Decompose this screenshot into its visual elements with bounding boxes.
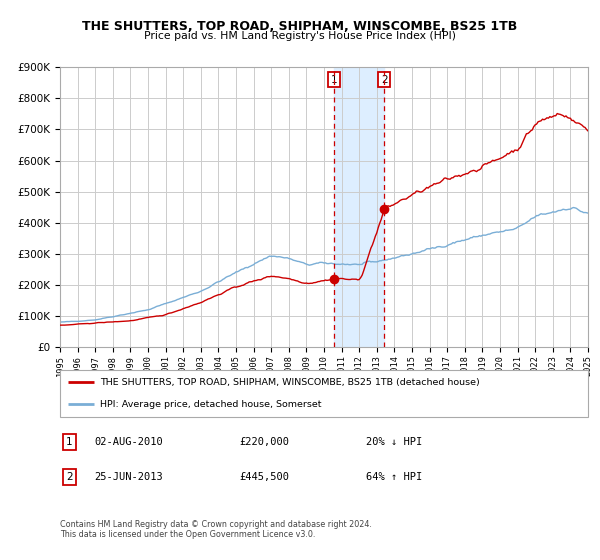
Text: Price paid vs. HM Land Registry's House Price Index (HPI): Price paid vs. HM Land Registry's House … (144, 31, 456, 41)
Text: THE SHUTTERS, TOP ROAD, SHIPHAM, WINSCOMBE, BS25 1TB: THE SHUTTERS, TOP ROAD, SHIPHAM, WINSCOM… (82, 20, 518, 32)
FancyBboxPatch shape (60, 370, 588, 417)
Text: 2: 2 (66, 472, 73, 482)
Text: HPI: Average price, detached house, Somerset: HPI: Average price, detached house, Some… (100, 400, 321, 409)
Text: £445,500: £445,500 (239, 472, 290, 482)
Text: 2: 2 (381, 75, 388, 85)
Text: 1: 1 (331, 75, 338, 85)
Bar (334, 67, 384, 347)
Text: THE SHUTTERS, TOP ROAD, SHIPHAM, WINSCOMBE, BS25 1TB (detached house): THE SHUTTERS, TOP ROAD, SHIPHAM, WINSCOM… (100, 378, 479, 387)
Text: Contains HM Land Registry data © Crown copyright and database right 2024.
This d: Contains HM Land Registry data © Crown c… (60, 520, 372, 539)
Text: £220,000: £220,000 (239, 437, 290, 447)
Text: 1: 1 (66, 437, 73, 447)
Text: 64% ↑ HPI: 64% ↑ HPI (366, 472, 422, 482)
Text: 02-AUG-2010: 02-AUG-2010 (94, 437, 163, 447)
Text: 20% ↓ HPI: 20% ↓ HPI (366, 437, 422, 447)
Text: 25-JUN-2013: 25-JUN-2013 (94, 472, 163, 482)
